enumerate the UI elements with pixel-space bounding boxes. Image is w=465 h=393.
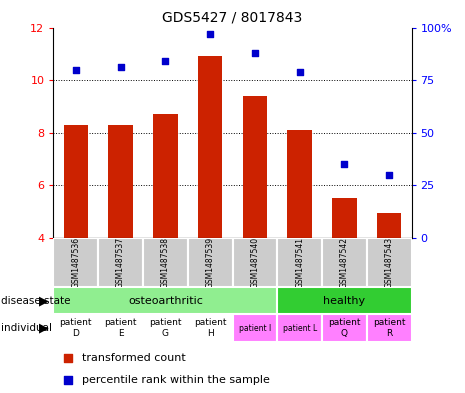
- Text: patient
D: patient D: [60, 318, 92, 338]
- Bar: [188, 238, 232, 287]
- Bar: [322, 314, 367, 342]
- Bar: [377, 213, 401, 238]
- Text: patient
Q: patient Q: [328, 318, 361, 338]
- Text: patient I: patient I: [239, 324, 271, 332]
- Bar: [287, 130, 312, 238]
- Bar: [153, 114, 178, 238]
- Bar: [53, 314, 98, 342]
- Point: [385, 171, 393, 178]
- Bar: [143, 238, 188, 287]
- Bar: [98, 238, 143, 287]
- Text: patient
R: patient R: [373, 318, 405, 338]
- Bar: [332, 198, 357, 238]
- Bar: [277, 287, 412, 314]
- Text: ▶: ▶: [39, 294, 49, 307]
- Bar: [143, 314, 188, 342]
- Text: GSM1487543: GSM1487543: [385, 237, 394, 288]
- Text: GSM1487540: GSM1487540: [250, 237, 259, 288]
- Point: [72, 66, 80, 73]
- Text: patient
H: patient H: [194, 318, 226, 338]
- Bar: [367, 314, 412, 342]
- Bar: [367, 238, 412, 287]
- Text: percentile rank within the sample: percentile rank within the sample: [82, 375, 270, 385]
- Bar: [188, 314, 232, 342]
- Bar: [98, 314, 143, 342]
- Point: [206, 31, 214, 37]
- Bar: [64, 125, 88, 238]
- Bar: [232, 238, 277, 287]
- Bar: [53, 287, 277, 314]
- Text: patient
E: patient E: [104, 318, 137, 338]
- Point: [251, 50, 259, 56]
- Text: GSM1487539: GSM1487539: [206, 237, 215, 288]
- Bar: [322, 238, 367, 287]
- Point: [296, 68, 303, 75]
- Point: [117, 64, 124, 71]
- Bar: [198, 57, 222, 238]
- Text: osteoarthritic: osteoarthritic: [128, 296, 203, 306]
- Point: [64, 355, 72, 361]
- Point: [64, 376, 72, 383]
- Bar: [277, 238, 322, 287]
- Text: individual: individual: [1, 323, 52, 333]
- Text: disease state: disease state: [1, 296, 70, 306]
- Point: [162, 58, 169, 64]
- Bar: [277, 314, 322, 342]
- Text: ▶: ▶: [39, 321, 49, 335]
- Text: GSM1487541: GSM1487541: [295, 237, 304, 288]
- Point: [341, 161, 348, 167]
- Title: GDS5427 / 8017843: GDS5427 / 8017843: [162, 11, 303, 25]
- Text: GSM1487538: GSM1487538: [161, 237, 170, 288]
- Text: transformed count: transformed count: [82, 353, 186, 363]
- Text: patient L: patient L: [283, 324, 317, 332]
- Bar: [232, 314, 277, 342]
- Text: GSM1487536: GSM1487536: [71, 237, 80, 288]
- Text: patient
G: patient G: [149, 318, 182, 338]
- Text: healthy: healthy: [323, 296, 365, 306]
- Text: GSM1487542: GSM1487542: [340, 237, 349, 288]
- Bar: [53, 238, 98, 287]
- Bar: [243, 96, 267, 238]
- Text: GSM1487537: GSM1487537: [116, 237, 125, 288]
- Bar: [108, 125, 133, 238]
